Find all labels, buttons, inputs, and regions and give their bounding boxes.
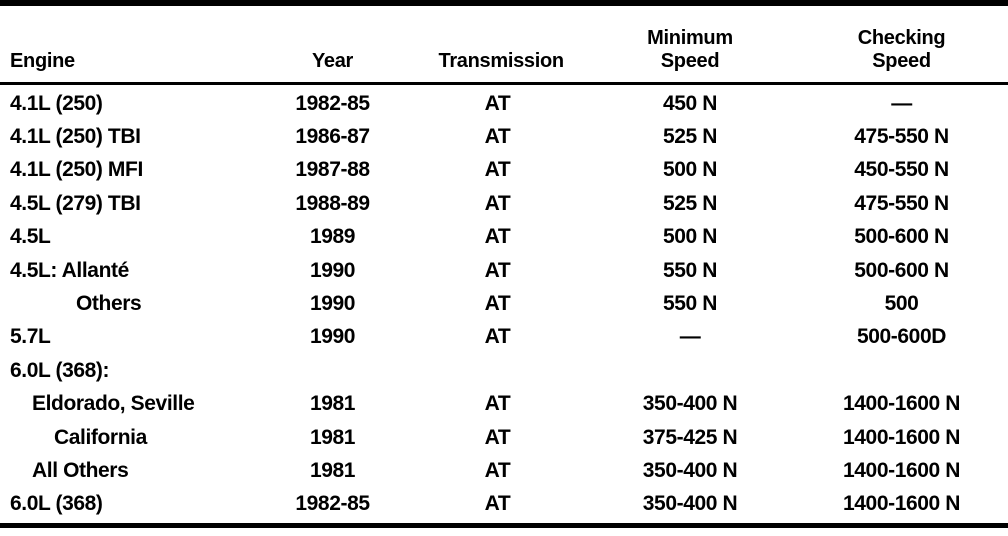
minimum-speed-cell: 375-425 N: [642, 425, 738, 449]
year-cell: 1981: [309, 458, 356, 482]
top-rule: [0, 0, 1008, 6]
engine-cell: All Others: [32, 458, 129, 482]
engine-cell: 4.1L (250): [10, 91, 103, 115]
checking-speed-cell: 450-550 N: [854, 158, 949, 182]
column-header-label: Minimum Speed: [647, 27, 733, 72]
column-header-transmission: Transmission: [410, 50, 585, 82]
transmission-cell: AT: [484, 225, 511, 249]
table-row: All Others 1981 AT 350-400 N 1400-1600 N: [0, 454, 1008, 487]
year-cell: 1981: [309, 392, 356, 416]
minimum-speed-cell: 450 N: [662, 91, 718, 115]
transmission-cell: AT: [484, 258, 511, 282]
table-row: Eldorado, Seville 1981 AT 350-400 N 1400…: [0, 388, 1008, 421]
year-cell: 1986-87: [295, 125, 370, 149]
engine-cell: Eldorado, Seville: [32, 392, 195, 416]
table-row: 4.1L (250) 1982-85 AT 450 N —: [0, 87, 1008, 120]
table-row: California 1981 AT 375-425 N 1400-1600 N: [0, 421, 1008, 454]
checking-speed-cell: 1400-1600 N: [842, 425, 961, 449]
engine-cell: 6.0L (368): [10, 492, 103, 516]
transmission-cell: AT: [484, 325, 511, 349]
transmission-cell: AT: [484, 392, 511, 416]
table-row: 4.5L 1989 AT 500 N 500-600 N: [0, 221, 1008, 254]
year-cell: 1989: [309, 225, 356, 249]
table-row: 4.1L (250) TBI 1986-87 AT 525 N 475-550 …: [0, 120, 1008, 153]
year-cell: 1990: [309, 258, 356, 282]
column-header-engine: Engine: [0, 50, 255, 82]
column-header-label: Engine: [10, 50, 75, 72]
checking-speed-cell: 1400-1600 N: [842, 458, 961, 482]
checking-speed-cell: 475-550 N: [854, 191, 949, 215]
table-row: 4.5L (279) TBI 1988-89 AT 525 N 475-550 …: [0, 187, 1008, 220]
transmission-cell: AT: [484, 492, 511, 516]
engine-cell: 4.1L (250) TBI: [10, 125, 141, 149]
minimum-speed-cell: 525 N: [662, 191, 718, 215]
minimum-speed-cell: 500 N: [662, 225, 718, 249]
engine-cell: Others: [76, 292, 142, 316]
minimum-speed-cell: —: [679, 325, 701, 349]
transmission-cell: AT: [484, 191, 511, 215]
column-header-year: Year: [255, 50, 410, 82]
engine-cell: 4.5L (279) TBI: [10, 191, 141, 215]
engine-cell: 5.7L: [10, 325, 51, 349]
column-header-minimum-speed: Minimum Speed: [585, 27, 795, 82]
minimum-speed-cell: 500 N: [662, 158, 718, 182]
minimum-speed-cell: 525 N: [662, 125, 718, 149]
year-cell: 1988-89: [295, 191, 370, 215]
bottom-rule: [0, 523, 1008, 529]
minimum-speed-cell: 350-400 N: [642, 492, 738, 516]
minimum-speed-cell: 350-400 N: [642, 392, 738, 416]
table-row: 5.7L 1990 AT — 500-600D: [0, 321, 1008, 354]
transmission-cell: AT: [484, 458, 511, 482]
column-header-checking-speed: Checking Speed: [795, 27, 1008, 82]
column-header-label: Transmission: [438, 50, 565, 72]
transmission-cell: AT: [484, 125, 511, 149]
table-row: 4.1L (250) MFI 1987-88 AT 500 N 450-550 …: [0, 154, 1008, 187]
engine-cell: 4.1L (250) MFI: [10, 158, 143, 182]
year-cell: 1990: [309, 292, 356, 316]
transmission-cell: AT: [484, 425, 511, 449]
table-body: 4.1L (250) 1982-85 AT 450 N — 4.1L (250)…: [0, 85, 1008, 521]
column-header-label: Checking Speed: [857, 27, 946, 72]
transmission-cell: AT: [484, 91, 511, 115]
checking-speed-cell: 1400-1600 N: [842, 392, 961, 416]
table-row: 6.0L (368):: [0, 354, 1008, 387]
minimum-speed-cell: 550 N: [662, 258, 718, 282]
checking-speed-cell: 475-550 N: [854, 125, 949, 149]
engine-cell: California: [54, 425, 147, 449]
engine-cell: 6.0L (368):: [10, 358, 110, 382]
table-header-row: Engine Year Transmission Minimum Speed C…: [0, 6, 1008, 82]
transmission-cell: AT: [484, 158, 511, 182]
column-header-label: Year: [311, 50, 354, 72]
checking-speed-cell: 500-600 N: [854, 225, 949, 249]
year-cell: 1990: [309, 325, 356, 349]
transmission-cell: AT: [484, 292, 511, 316]
minimum-speed-cell: 550 N: [662, 292, 718, 316]
engine-cell: 4.5L: Allanté: [10, 258, 129, 282]
checking-speed-cell: 1400-1600 N: [842, 492, 961, 516]
year-cell: 1982-85: [295, 492, 370, 516]
minimum-speed-cell: 350-400 N: [642, 458, 738, 482]
year-cell: 1987-88: [295, 158, 370, 182]
table-row: Others 1990 AT 550 N 500: [0, 287, 1008, 320]
checking-speed-cell: 500: [884, 292, 919, 316]
table-row: 6.0L (368) 1982-85 AT 350-400 N 1400-160…: [0, 488, 1008, 521]
engine-cell: 4.5L: [10, 225, 51, 249]
table-row: 4.5L: Allanté 1990 AT 550 N 500-600 N: [0, 254, 1008, 287]
checking-speed-cell: 500-600 N: [854, 258, 949, 282]
checking-speed-cell: —: [891, 91, 912, 115]
checking-speed-cell: 500-600D: [856, 325, 947, 349]
header-rule: [0, 82, 1008, 85]
year-cell: 1981: [309, 425, 356, 449]
year-cell: 1982-85: [295, 91, 370, 115]
